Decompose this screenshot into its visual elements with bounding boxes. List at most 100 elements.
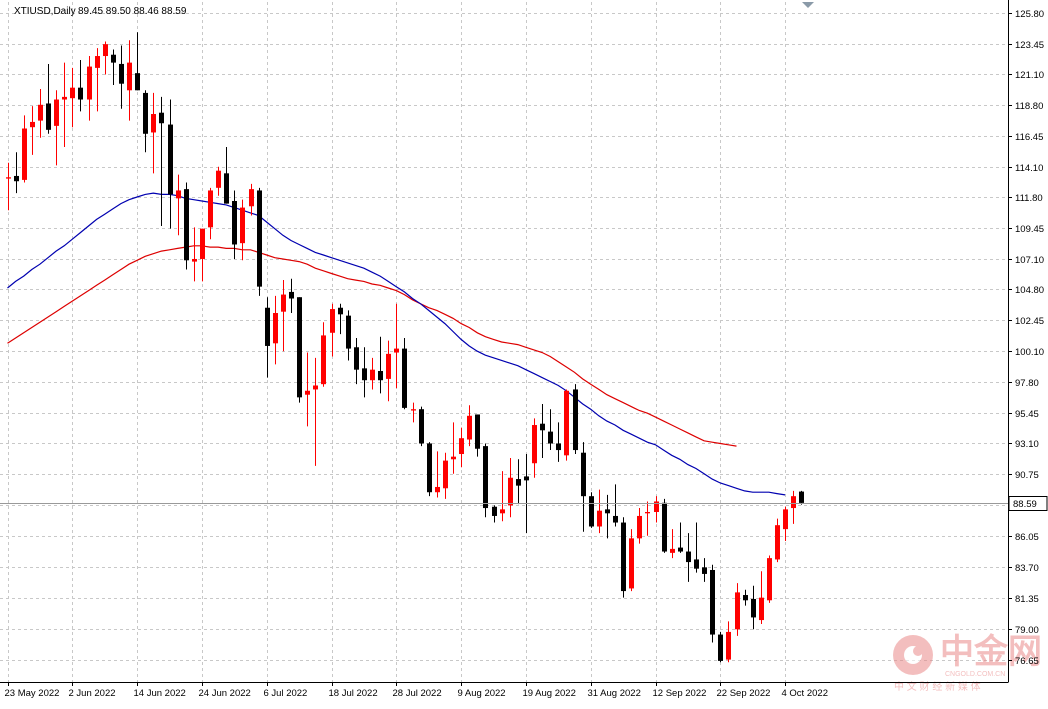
candle xyxy=(297,297,302,403)
candle xyxy=(694,522,699,573)
candle-body xyxy=(127,62,132,91)
x-tick-label: 6 Jul 2022 xyxy=(264,688,308,699)
candle-body xyxy=(159,112,164,124)
candle xyxy=(467,405,472,447)
candle xyxy=(273,295,278,365)
candle-body xyxy=(321,335,326,385)
y-tick-label: 104.80 xyxy=(1015,285,1044,296)
candle-body xyxy=(654,501,659,512)
x-tick-label: 2 Jun 2022 xyxy=(69,688,116,699)
chart-shift-marker-icon[interactable] xyxy=(802,2,814,8)
candle-body xyxy=(224,173,229,204)
candle xyxy=(6,162,11,211)
candle-body xyxy=(265,307,270,346)
candle-body xyxy=(411,409,416,411)
y-tick-label: 97.80 xyxy=(1015,378,1039,389)
candle xyxy=(743,589,748,606)
candle xyxy=(718,631,723,663)
candle-body xyxy=(192,258,197,262)
candle xyxy=(548,409,553,451)
candle-body xyxy=(95,56,100,68)
x-tick-label: 28 Jul 2022 xyxy=(393,688,442,699)
y-tick-label: 76.65 xyxy=(1015,656,1039,667)
candle-body xyxy=(87,66,92,100)
candle-body xyxy=(38,104,43,121)
candle-body xyxy=(743,595,748,601)
candle xyxy=(321,322,326,387)
candle xyxy=(791,490,796,524)
x-tick-label: 4 Oct 2022 xyxy=(782,688,828,699)
current-price-box xyxy=(1008,496,1048,511)
candle-body xyxy=(184,189,189,261)
candle-body xyxy=(621,522,626,592)
watermark-domain: CNGOLD.COM.CN xyxy=(945,671,1005,678)
candle-body xyxy=(702,567,707,574)
y-tick-label: 83.70 xyxy=(1015,563,1039,574)
candle-body xyxy=(103,44,108,57)
candle-body xyxy=(492,506,497,516)
y-tick-label: 111.80 xyxy=(1015,193,1043,204)
candle-body xyxy=(791,496,796,509)
candle-body xyxy=(573,389,578,451)
candle-body xyxy=(540,423,545,431)
candle-body xyxy=(775,525,780,560)
y-tick-label: 86.05 xyxy=(1015,532,1039,543)
candle-body xyxy=(564,390,569,456)
candle-body xyxy=(686,551,691,563)
candle-body xyxy=(718,634,723,661)
x-tick-label: 31 Aug 2022 xyxy=(588,688,641,699)
candle xyxy=(394,303,399,389)
candle-body xyxy=(30,121,35,128)
candle xyxy=(670,529,675,559)
candle xyxy=(459,427,464,468)
y-tick-label: 107.10 xyxy=(1015,255,1044,266)
candle-body xyxy=(589,496,594,527)
candle xyxy=(38,88,43,138)
candle-body xyxy=(710,569,715,635)
logo-dot-icon xyxy=(913,646,923,656)
y-tick-label: 81.35 xyxy=(1015,594,1039,605)
candle-body xyxy=(78,87,83,100)
candle-body xyxy=(143,92,148,134)
candle-body xyxy=(613,515,618,523)
candle xyxy=(524,454,529,534)
candle xyxy=(799,490,804,505)
candle xyxy=(702,558,707,582)
candle-body xyxy=(475,414,480,449)
candle xyxy=(483,443,488,518)
candle-body xyxy=(378,370,383,381)
candle-body xyxy=(402,348,407,408)
candle-body xyxy=(508,477,513,506)
candle xyxy=(751,585,756,630)
candle xyxy=(143,90,148,153)
candle xyxy=(427,442,432,497)
candle xyxy=(46,63,51,134)
y-tick-label: 116.45 xyxy=(1015,132,1043,143)
candle xyxy=(605,494,610,539)
candle xyxy=(338,303,343,335)
candle xyxy=(184,182,189,270)
x-tick-label: 23 May 2022 xyxy=(5,688,60,699)
candle xyxy=(192,227,197,282)
candle xyxy=(370,357,375,390)
candle-body xyxy=(305,390,310,395)
x-tick-label: 19 Aug 2022 xyxy=(523,688,576,699)
candle xyxy=(735,583,740,636)
candle xyxy=(662,498,667,553)
candle xyxy=(419,406,424,447)
y-tick-label: 79.00 xyxy=(1015,625,1039,636)
ma-slow-line xyxy=(7,245,737,447)
candle xyxy=(451,422,456,474)
x-tick-label: 22 Sep 2022 xyxy=(717,688,771,699)
candle xyxy=(726,621,731,663)
y-tick-label: 121.10 xyxy=(1015,70,1044,81)
x-tick-label: 14 Jun 2022 xyxy=(134,688,186,699)
y-tick-label: 118.80 xyxy=(1015,101,1043,112)
candle-body xyxy=(605,509,610,514)
candle-body xyxy=(597,510,602,527)
candle-body xyxy=(427,443,432,493)
candle-body xyxy=(22,128,27,180)
